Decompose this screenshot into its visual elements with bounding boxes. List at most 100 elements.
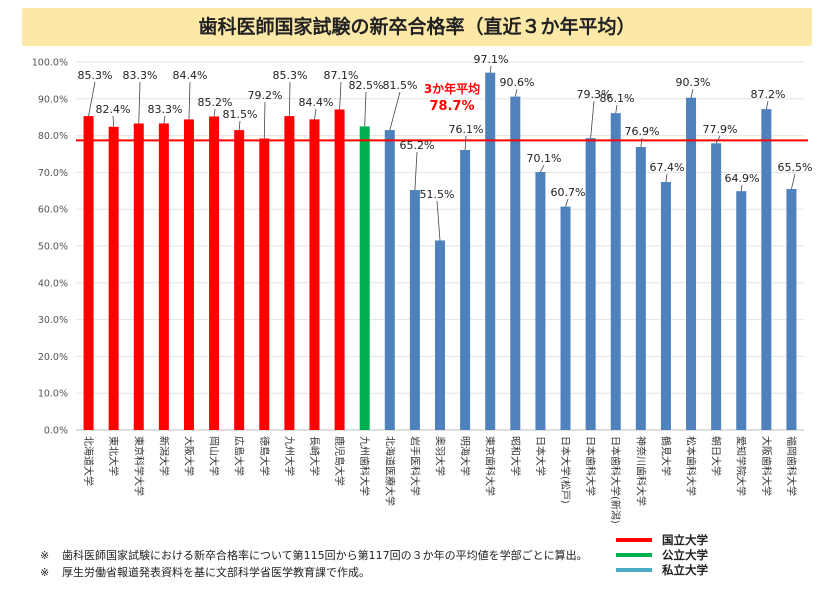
bar bbox=[711, 143, 722, 430]
leader-line bbox=[436, 200, 441, 241]
category-label: 神奈川歯科大学 bbox=[634, 436, 647, 506]
bar bbox=[158, 123, 169, 431]
data-label: 76.9% bbox=[625, 125, 660, 138]
bar bbox=[409, 190, 420, 430]
y-tick-label: 50.0% bbox=[38, 242, 68, 253]
category-label: 松本歯科大学 bbox=[685, 436, 698, 496]
leader-line bbox=[163, 115, 166, 124]
legend-label: 私立大学 bbox=[662, 562, 708, 577]
data-label: 60.7% bbox=[551, 186, 586, 199]
bar bbox=[133, 123, 144, 431]
footnote-mark: ※ bbox=[40, 549, 50, 562]
leader-line bbox=[640, 137, 643, 148]
bar bbox=[183, 119, 194, 431]
data-label: 65.2% bbox=[400, 139, 435, 152]
title-banner: 歯科医師国家試験の新卒合格率（直近３か年平均） bbox=[22, 8, 812, 46]
y-tick-label: 40.0% bbox=[38, 278, 68, 289]
data-label: 79.2% bbox=[248, 89, 283, 102]
data-label: 77.9% bbox=[703, 123, 738, 136]
legend: 国立大学 公立大学 私立大学 bbox=[616, 532, 708, 577]
category-label: 九州歯科大学 bbox=[358, 436, 371, 496]
category-label: 福岡歯科大学 bbox=[785, 436, 798, 496]
average-value: 78.7% bbox=[429, 99, 474, 114]
bar bbox=[610, 113, 621, 430]
category-label: 岡山大学 bbox=[208, 436, 221, 476]
bar bbox=[83, 116, 94, 430]
category-label: 日本大学(松戸) bbox=[559, 436, 572, 504]
data-label: 70.1% bbox=[527, 152, 562, 165]
bar bbox=[234, 130, 245, 430]
category-label: 長崎大学 bbox=[308, 436, 321, 476]
y-tick-label: 10.0% bbox=[38, 389, 68, 400]
data-label: 84.4% bbox=[299, 96, 334, 109]
data-label: 90.3% bbox=[676, 76, 711, 89]
data-label: 86.1% bbox=[600, 92, 635, 105]
bar bbox=[635, 147, 646, 430]
legend-item-public: 公立大学 bbox=[616, 547, 708, 562]
leader-line bbox=[88, 81, 96, 117]
bar bbox=[660, 181, 671, 430]
category-label: 広島大学 bbox=[233, 436, 246, 476]
data-label: 83.3% bbox=[123, 69, 158, 82]
bar bbox=[535, 172, 546, 431]
bar bbox=[736, 191, 747, 430]
leader-line bbox=[188, 81, 191, 120]
leader-line bbox=[364, 91, 367, 127]
bar bbox=[284, 116, 295, 430]
bar bbox=[359, 126, 370, 431]
data-label: 76.1% bbox=[449, 123, 484, 136]
leader-line bbox=[414, 151, 418, 191]
category-label: 朝日大学 bbox=[710, 436, 723, 476]
leader-line bbox=[590, 100, 595, 139]
leader-line bbox=[540, 164, 545, 173]
leader-line bbox=[489, 65, 492, 73]
data-label: 97.1% bbox=[474, 53, 509, 66]
legend-label: 公立大学 bbox=[662, 547, 708, 562]
category-label: 愛知学院大学 bbox=[735, 436, 748, 496]
bar bbox=[560, 206, 571, 430]
leader-line bbox=[464, 135, 467, 150]
legend-swatch-private bbox=[616, 567, 652, 572]
category-label: 明海大学 bbox=[459, 436, 472, 476]
chart-title: 歯科医師国家試験の新卒合格率（直近３か年平均） bbox=[198, 16, 636, 38]
category-label: 岩手医科大学 bbox=[408, 436, 421, 496]
data-label: 51.5% bbox=[420, 188, 455, 201]
category-label: 鶴見大学 bbox=[659, 436, 672, 476]
y-tick-label: 30.0% bbox=[38, 315, 68, 326]
data-label: 83.3% bbox=[148, 103, 183, 116]
y-tick-label: 100.0% bbox=[32, 58, 68, 69]
category-label: 日本歯科大学 bbox=[584, 436, 597, 496]
data-label: 67.4% bbox=[650, 161, 685, 174]
footnote-2: ※ 厚生労働省報道発表資料を基に文部科学省医学教育課で作成。 bbox=[40, 564, 588, 581]
footnote-text: 歯科医師国家試験における新卒合格率について第115回から第117回の３か年の平均… bbox=[62, 549, 588, 562]
leader-line bbox=[263, 101, 266, 139]
leader-line bbox=[690, 88, 694, 98]
category-label: 鹿児島大学 bbox=[333, 436, 346, 486]
bar bbox=[435, 240, 445, 430]
category-label: 九州大学 bbox=[283, 436, 296, 476]
leader-line bbox=[138, 81, 141, 124]
leader-line bbox=[238, 120, 241, 131]
legend-item-national: 国立大学 bbox=[616, 532, 708, 547]
y-tick-label: 90.0% bbox=[38, 94, 68, 105]
leader-line bbox=[791, 173, 796, 190]
data-label: 85.3% bbox=[273, 69, 308, 82]
leader-line bbox=[615, 104, 618, 114]
data-label: 82.5% bbox=[349, 79, 384, 92]
leader-line bbox=[213, 108, 216, 117]
data-label: 79.3% bbox=[577, 88, 612, 101]
bar bbox=[309, 119, 320, 431]
leader-line bbox=[314, 108, 317, 120]
category-label: 日本歯科大学(新潟) bbox=[609, 436, 622, 524]
data-label: 64.9% bbox=[725, 172, 760, 185]
footnote-1: ※ 歯科医師国家試験における新卒合格率について第115回から第117回の３か年の平… bbox=[40, 547, 588, 564]
category-label: 北海道大学 bbox=[82, 436, 95, 486]
leader-line bbox=[112, 115, 115, 127]
data-label: 87.1% bbox=[324, 69, 359, 82]
legend-label: 国立大学 bbox=[662, 532, 708, 547]
y-tick-label: 20.0% bbox=[38, 352, 68, 363]
category-label: 大阪大学 bbox=[182, 436, 195, 476]
footnote-text: 厚生労働省報道発表資料を基に文部科学省医学教育課で作成。 bbox=[62, 566, 370, 579]
legend-swatch-national bbox=[616, 537, 652, 542]
